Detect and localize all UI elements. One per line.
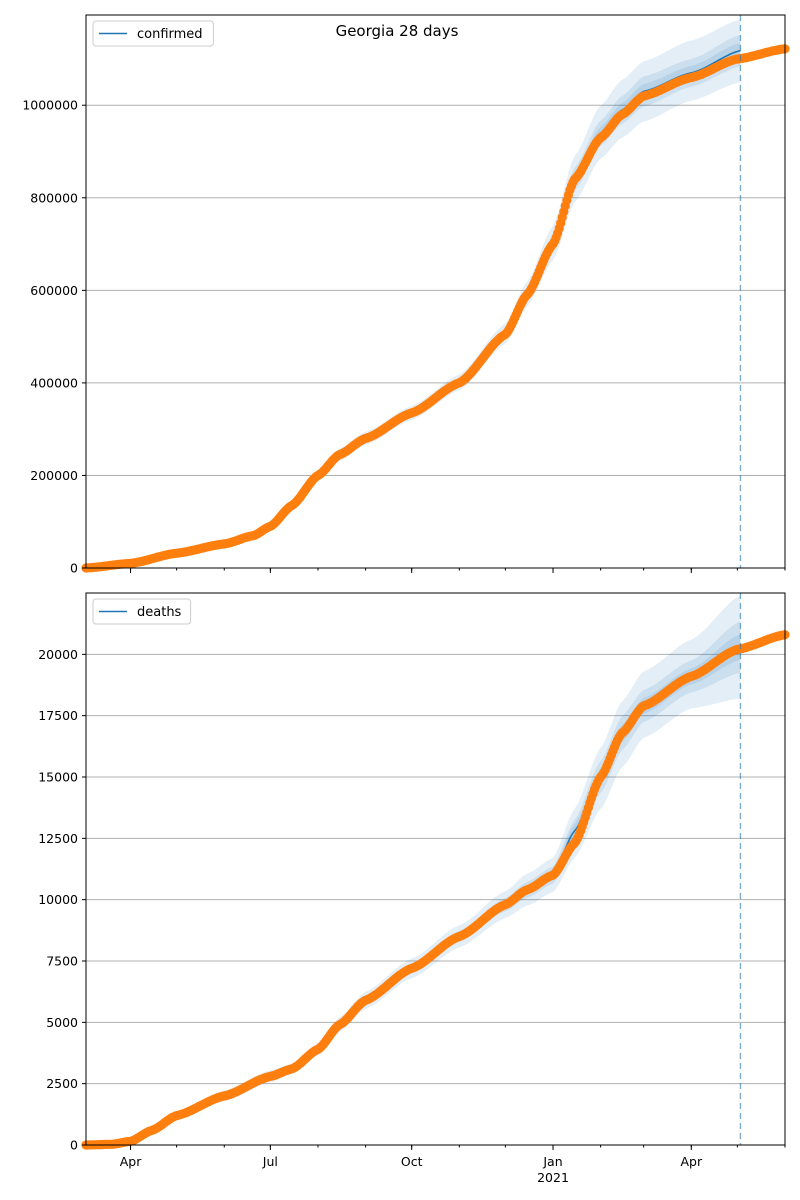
legend-box-deaths [92, 598, 192, 625]
grid-deaths [86, 653, 785, 1085]
y-tick-label: 2500 [46, 1076, 78, 1091]
x-tick-label: Jul [262, 1154, 278, 1169]
y-tick-label: 10000 [38, 892, 78, 907]
plot-frame-confirmed [85, 14, 786, 569]
uncertainty-band [86, 19, 741, 569]
y-tick-label: 20000 [38, 647, 78, 662]
x-tick-label: Apr [120, 1154, 142, 1169]
y-tick-label: 400000 [30, 375, 78, 390]
y-tick-label: 800000 [30, 190, 78, 205]
y-tick-label: 0 [70, 1138, 78, 1153]
plot-frame-deaths [85, 592, 786, 1146]
y-tick-label: 1000000 [22, 98, 78, 113]
y-tick-label: 7500 [46, 954, 78, 969]
figure-title: Georgia 28 days [336, 22, 459, 40]
y-tick-label: 600000 [30, 283, 78, 298]
observed-points-deaths [81, 630, 790, 1150]
y-axis-confirmed: 0 200000 400000 600000 800000 1000000 [22, 98, 86, 576]
x-ticks-confirmed [130, 568, 786, 573]
x-tick-label: Oct [401, 1154, 423, 1169]
legend-label-confirmed: confirmed [137, 27, 203, 42]
y-tick-label: 15000 [38, 770, 78, 785]
model-line-confirmed [85, 49, 741, 569]
y-tick-label: 200000 [30, 468, 78, 483]
model-line [85, 49, 741, 569]
bands-deaths [86, 595, 741, 1145]
panel-confirmed: 0 200000 400000 600000 800000 1000000 confirm… [22, 14, 790, 576]
y-tick-label: 5000 [46, 1015, 78, 1030]
legend-deaths: deaths [92, 598, 192, 625]
uncertainty-band [86, 34, 741, 568]
y-tick-label: 17500 [38, 708, 78, 723]
grid-confirmed [86, 104, 785, 476]
uncertainty-band [86, 621, 741, 1145]
legend-confirmed: confirmed [92, 20, 214, 47]
x-tick-label: Apr [680, 1154, 702, 1169]
y-axis-deaths: 0 2500 5000 7500 10000 12500 15000 17500 20000 [38, 647, 86, 1153]
legend-box-confirmed [92, 20, 214, 47]
y-tick-label: 12500 [38, 831, 78, 846]
panel-deaths: 0 2500 5000 7500 10000 12500 15000 17500 20000 A… [38, 592, 790, 1185]
uncertainty-band [86, 595, 741, 1145]
legend-label-deaths: deaths [137, 605, 182, 620]
x-tick-sublabel: 2021 [537, 1170, 569, 1185]
observed-points-confirmed [81, 44, 790, 573]
x-tick-label: Jan [542, 1154, 562, 1169]
y-tick-label: 0 [70, 561, 78, 576]
